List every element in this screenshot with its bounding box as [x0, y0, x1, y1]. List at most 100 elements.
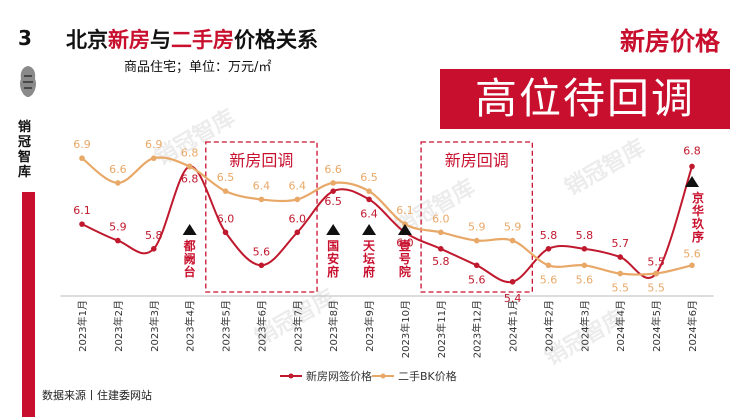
page-number: 3 — [18, 26, 32, 50]
highlight-box-label: 新房回调 — [445, 151, 509, 170]
second-hand-data-label: 5.5 — [647, 282, 665, 295]
second-hand-point — [689, 262, 695, 269]
tiger-logo-icon — [20, 66, 36, 97]
title-highlight-second: 二手房 — [171, 28, 234, 52]
title-highlight-new: 新房 — [108, 28, 150, 52]
new-house-data-label: 6.5 — [324, 195, 342, 208]
highlight-box-label: 新房回调 — [229, 151, 293, 170]
second-hand-point — [581, 262, 588, 269]
new-house-data-label: 6.8 — [181, 172, 199, 185]
annotation-label: 都阙台 — [183, 238, 196, 279]
brand-name: 销冠智库 — [18, 120, 32, 180]
title-middle: 与 — [150, 28, 171, 52]
second-hand-data-label: 6.9 — [145, 138, 163, 151]
legend-swatch-dot — [288, 373, 294, 379]
annotation-triangle — [326, 224, 341, 235]
second-hand-point — [79, 155, 85, 162]
x-tick-label: 2024年6月 — [686, 300, 699, 352]
second-hand-data-label: 5.6 — [540, 273, 558, 286]
new-house-data-label: 5.5 — [647, 256, 665, 269]
left-accent-bar — [22, 192, 35, 417]
new-house-data-label: 5.8 — [432, 255, 450, 268]
new-house-data-label: 6.8 — [683, 144, 701, 157]
new-house-data-label: 5.4 — [504, 292, 522, 305]
annotation-label: 天坛府 — [363, 239, 376, 279]
headline-banner: 高位待回调 — [440, 69, 730, 129]
x-tick-label: 2024年1月 — [507, 300, 520, 352]
second-hand-point — [150, 155, 157, 162]
x-tick-label: 2023年3月 — [148, 300, 161, 352]
second-hand-point — [545, 262, 552, 269]
x-tick-label: 2023年4月 — [184, 300, 197, 352]
second-hand-point — [366, 188, 372, 194]
x-tick-label: 2023年12月 — [471, 300, 484, 358]
title-suffix: 价格关系 — [234, 28, 318, 52]
new-house-point — [473, 262, 480, 269]
x-tick-label: 2023年11月 — [435, 300, 448, 358]
new-house-data-label: 5.7 — [611, 237, 629, 250]
annotation-triangle — [685, 176, 699, 187]
page-title: 北京新房与二手房价格关系 — [66, 24, 318, 54]
new-house-data-label: 6.1 — [73, 204, 91, 217]
x-tick-label: 2023年7月 — [291, 300, 304, 352]
second-hand-point — [294, 196, 301, 203]
second-hand-data-label: 6.4 — [289, 179, 307, 192]
second-hand-data-label: 5.9 — [468, 221, 486, 234]
new-house-point — [509, 278, 516, 285]
new-house-point — [689, 163, 695, 170]
page-subtitle: 商品住宅；单位：万元/㎡ — [124, 60, 272, 75]
new-house-series-line — [81, 165, 693, 284]
new-house-point — [438, 246, 444, 252]
new-house-point — [330, 188, 336, 194]
new-house-point — [366, 196, 372, 203]
x-tick-label: 2023年6月 — [255, 300, 268, 352]
second-hand-data-label: 6.9 — [73, 138, 91, 151]
new-house-point — [617, 254, 624, 260]
second-hand-point — [115, 180, 121, 186]
new-house-point — [115, 237, 121, 244]
x-tick-label: 2024年5月 — [650, 300, 663, 352]
second-hand-point — [438, 229, 444, 236]
highlight-box — [420, 141, 533, 293]
legend-entry: 新房网签价格 — [306, 369, 372, 383]
headline-top: 新房价格 — [619, 27, 720, 56]
highlight-box — [205, 141, 318, 293]
new-house-data-label: 6.0 — [289, 212, 307, 225]
x-tick-label: 2023年5月 — [220, 300, 233, 352]
annotation-triangle — [397, 224, 412, 235]
annotation-label: 京华玖序 — [692, 190, 705, 244]
second-hand-data-label: 5.9 — [504, 221, 522, 234]
new-house-data-label: 5.8 — [576, 229, 594, 242]
new-house-data-label: 6.4 — [360, 207, 378, 220]
second-hand-point — [186, 163, 193, 170]
x-tick-label: 2023年2月 — [112, 300, 125, 352]
x-tick-label: 2023年1月 — [76, 300, 89, 352]
second-hand-data-label: 6.8 — [181, 146, 199, 159]
second-hand-data-label: 6.0 — [432, 212, 450, 225]
new-house-point — [258, 262, 265, 269]
second-hand-data-label: 6.5 — [217, 171, 235, 184]
second-hand-data-label: 5.6 — [683, 247, 701, 260]
legend-entry: 二手BK价格 — [398, 369, 457, 383]
new-house-data-label: 5.8 — [540, 229, 558, 242]
second-hand-data-label: 6.4 — [253, 179, 271, 192]
new-house-point — [581, 246, 588, 252]
new-house-data-label: 5.6 — [468, 273, 486, 286]
x-tick-label: 2024年4月 — [614, 300, 627, 352]
second-hand-point — [653, 270, 659, 277]
second-hand-data-label: 6.6 — [109, 163, 127, 176]
annotation-triangle — [362, 224, 377, 235]
new-house-data-label: 6.0 — [217, 212, 235, 225]
new-house-data-label: 5.6 — [253, 245, 271, 258]
title-prefix: 北京 — [66, 28, 108, 52]
annotation-label: 国安府 — [327, 239, 339, 279]
annotation-label: 壹号院 — [399, 238, 411, 279]
second-hand-point — [330, 180, 336, 186]
data-source: 数据来源丨住建委网站 — [42, 389, 152, 402]
x-tick-label: 2023年9月 — [363, 300, 376, 352]
x-tick-label: 2024年2月 — [542, 300, 555, 352]
new-house-point — [545, 246, 552, 252]
second-hand-point — [473, 237, 480, 244]
second-hand-data-label: 5.6 — [576, 273, 594, 286]
